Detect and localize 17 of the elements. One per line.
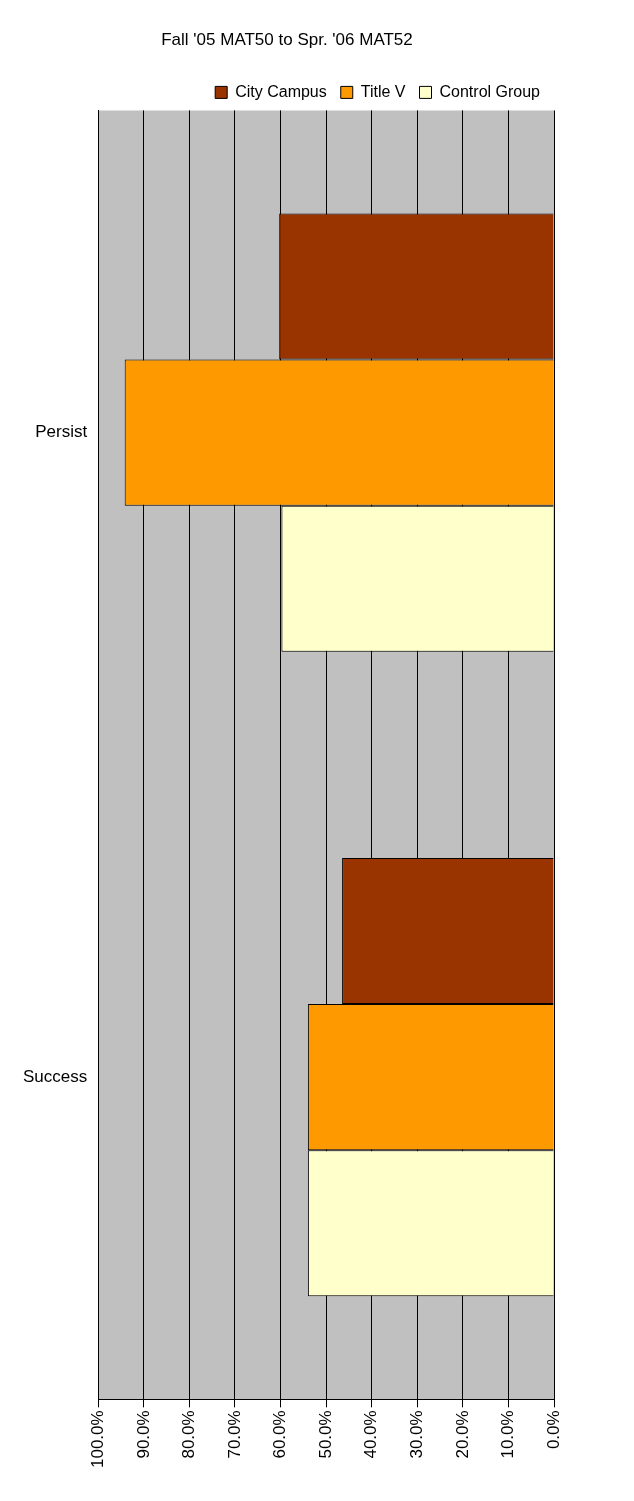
y-tick-label: Success: [23, 1066, 88, 1086]
x-tick-label: 40.0%: [361, 1410, 381, 1459]
x-tick-label: 20.0%: [452, 1410, 472, 1459]
chart-title: Fall '05 MAT50 to Spr. '06 MAT52: [161, 29, 413, 49]
x-tick-label: 70.0%: [224, 1410, 244, 1459]
legend-label: Title V: [360, 82, 406, 100]
x-tick-label: 80.0%: [179, 1410, 199, 1459]
x-tick-label: 50.0%: [315, 1410, 335, 1459]
legend-label: Control Group: [439, 82, 541, 100]
x-tick-label: 30.0%: [406, 1410, 426, 1459]
x-tick-label: 0.0%: [543, 1410, 563, 1450]
legend-label: City Campus: [235, 82, 327, 100]
x-tick-label: 60.0%: [270, 1410, 290, 1459]
y-tick-label: Persist: [35, 422, 88, 442]
x-tick-label: 100.0%: [87, 1410, 107, 1469]
x-tick-label: 10.0%: [498, 1410, 518, 1459]
x-tick-label: 90.0%: [133, 1410, 153, 1459]
